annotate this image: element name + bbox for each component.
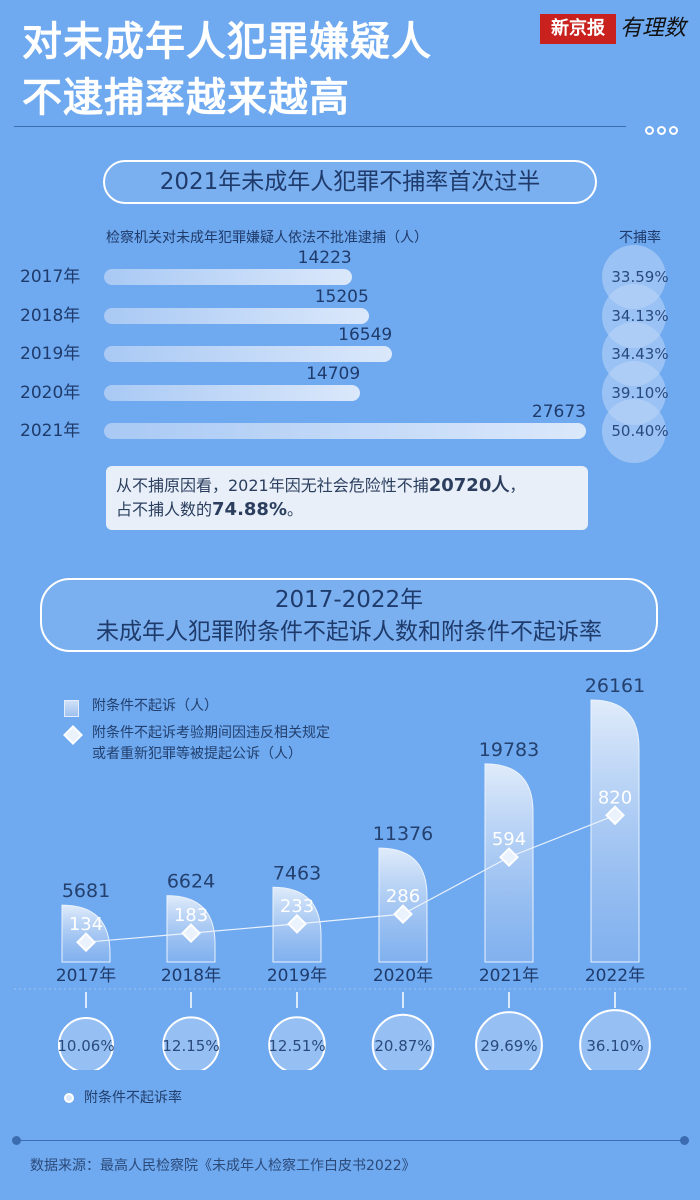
line-value: 594 [492, 829, 526, 850]
note-text-4: 。 [287, 500, 304, 519]
page-title: 对未成年人犯罪嫌疑人 不逮捕率越来越高 [22, 14, 492, 126]
rate-circle [57, 1016, 115, 1070]
arrest-value: 27673 [531, 402, 586, 422]
header-divider [14, 126, 626, 127]
rate-circle [268, 1016, 326, 1070]
circle-marker-icon [64, 1093, 74, 1103]
arrest-bar [104, 269, 352, 285]
rate-value: 10.06% [57, 1037, 114, 1055]
year-label: 2019年 [20, 344, 81, 364]
year-label: 2022年 [585, 966, 645, 986]
line-point [76, 932, 96, 953]
bar-value: 6624 [167, 871, 215, 893]
chart2-legend: 附条件不起诉（人） 附条件不起诉考验期间因违反相关规定 或者重新犯罪等被提起公诉… [63, 696, 404, 771]
page-title-line1: 对未成年人犯罪嫌疑人 [22, 19, 432, 65]
reason-note: 从不捕原因看，2021年因无社会危险性不捕20720人， 占不捕人数的74.88… [106, 466, 588, 530]
bar-value: 7463 [273, 862, 321, 884]
section1-subtitle: 检察机关对未成年犯罪嫌疑人依法不批准逮捕（人） [106, 230, 428, 246]
legend-rate-label: 附条件不起诉率 [84, 1090, 182, 1106]
bar-value: 11376 [373, 823, 433, 845]
page-title-line2: 不逮捕率越来越高 [22, 75, 350, 121]
year-label: 2021年 [20, 421, 81, 441]
diamond-marker-icon [63, 725, 83, 745]
legend-item-bar: 附条件不起诉（人） [64, 696, 404, 717]
brand-logo: 新京报 有理数 [540, 14, 688, 46]
brand-logo-text: 新京报 [540, 14, 616, 44]
year-label: 2020年 [20, 382, 81, 403]
line-point [393, 904, 413, 924]
rate-value: 12.15% [162, 1037, 219, 1055]
arrest-bar [104, 423, 586, 439]
line-value: 286 [386, 886, 420, 907]
line-point [181, 923, 201, 944]
rate-circle [371, 1013, 435, 1070]
section2-title-line2: 未成年人犯罪附条件不起诉人数和附条件不起诉率 [96, 619, 602, 645]
line-value: 233 [280, 896, 314, 917]
rate-circle [602, 399, 666, 463]
section1-rate-header: 不捕率 [619, 230, 661, 246]
year-label: 2017年 [20, 267, 81, 287]
bar-swatch-icon [64, 700, 79, 717]
bar-value: 5681 [62, 880, 110, 902]
rate-value: 29.69% [480, 1037, 537, 1055]
rate-value: 20.87% [374, 1037, 431, 1055]
rate-value: 39.10% [611, 383, 669, 402]
year-label: 2018年 [20, 305, 81, 326]
year-label: 2021年 [479, 966, 539, 986]
rate-value: 34.43% [611, 345, 669, 363]
rate-value: 12.51% [268, 1037, 325, 1055]
arrest-value: 14223 [297, 248, 352, 268]
year-label: 2019年 [267, 966, 327, 986]
line-value: 183 [174, 905, 208, 926]
rate-value: 36.10% [586, 1037, 643, 1055]
note-text-2: ， [509, 476, 526, 495]
legend-bar-label: 附条件不起诉（人） [92, 698, 218, 714]
footer-divider [14, 1140, 686, 1141]
data-source: 数据来源：最高人民检察院《未成年人检察工作白皮书2022》 [30, 1158, 416, 1174]
year-label: 2018年 [161, 966, 221, 986]
rate-circle [579, 1009, 651, 1070]
rate-legend: 附条件不起诉率 [64, 1088, 304, 1108]
note-text-3: 占不捕人数的 [116, 500, 213, 519]
bar-value: 19783 [479, 739, 539, 761]
line-point [287, 913, 307, 934]
legend-item-line: 附条件不起诉考验期间因违反相关规定 或者重新犯罪等被提起公诉（人） [63, 723, 404, 765]
legend-line-label-2: 或者重新犯罪等被提起公诉（人） [92, 746, 302, 762]
arrest-bar [104, 307, 369, 324]
prosecution-bar [590, 699, 640, 963]
line-value: 134 [69, 914, 103, 935]
line-value: 820 [598, 787, 632, 808]
decorative-dots-icon [645, 120, 691, 135]
rate-circle [162, 1016, 220, 1070]
legend-line-label-1: 附条件不起诉考验期间因违反相关规定 [92, 725, 330, 741]
line-point [499, 847, 519, 868]
rate-value: 33.59% [611, 268, 669, 286]
year-label: 2020年 [373, 966, 433, 986]
arrest-value: 14709 [306, 363, 361, 384]
bar-value: 26161 [585, 675, 645, 697]
prosecution-line [85, 814, 616, 943]
section2-title-line1: 2017-2022年 [274, 587, 424, 613]
arrest-value: 15205 [314, 286, 369, 307]
footer-dot-left-icon [12, 1136, 21, 1145]
rate-value: 50.40% [611, 422, 669, 440]
line-point [605, 805, 625, 826]
section1-title: 2021年未成年人犯罪不捕率首次过半 [103, 160, 597, 204]
arrest-bar [104, 384, 361, 401]
note-text-1: 从不捕原因看，2021年因无社会危险性不捕 [116, 476, 429, 495]
rate-value: 34.13% [611, 306, 669, 325]
brand-logo-script: 有理数 [620, 16, 687, 41]
note-bold-2: 74.88% [212, 499, 287, 520]
rate-circle [475, 1011, 543, 1070]
year-label: 2017年 [56, 966, 116, 986]
footer-dot-right-icon [680, 1136, 689, 1145]
arrest-bar [104, 346, 393, 362]
arrest-value: 16549 [338, 325, 393, 345]
note-bold-1: 20720人 [428, 475, 510, 496]
section2-title: 2017-2022年 未成年人犯罪附条件不起诉人数和附条件不起诉率 [40, 578, 658, 652]
prosecution-chart: 5681 2017年 6624 2018年 7463 2019年 11376 2020年 197… [14, 675, 686, 1070]
